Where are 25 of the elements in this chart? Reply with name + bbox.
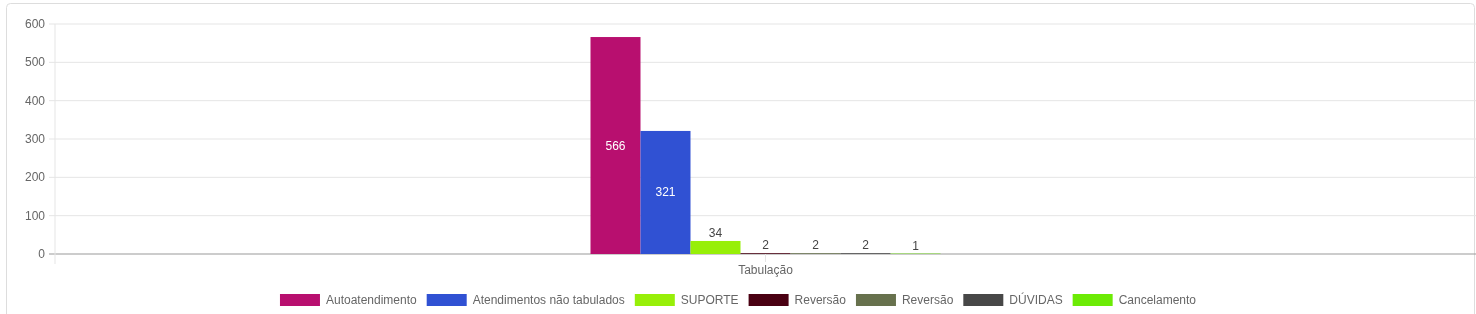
data-label: 2 [862, 238, 870, 253]
data-label: 34 [708, 225, 723, 240]
legend-label: SUPORTE [680, 293, 739, 307]
bar [640, 130, 691, 254]
data-label: 2 [762, 238, 770, 253]
y-tick-label: 500 [24, 55, 46, 70]
y-tick-label: 400 [24, 93, 46, 108]
y-tick-label: 600 [24, 17, 46, 31]
y-tick-label: 200 [24, 170, 46, 185]
data-label: 321 [655, 185, 676, 200]
data-label: 1 [912, 238, 920, 253]
legend-label: Reversão [794, 293, 847, 307]
legend-label: Reversão [901, 293, 954, 307]
bar [590, 37, 641, 254]
y-tick-label: 0 [38, 247, 46, 261]
legend-label: Cancelamento [1118, 293, 1197, 307]
data-label: 566 [605, 138, 626, 153]
y-tick-label: 100 [24, 208, 46, 223]
x-axis-title: Tabulação [738, 263, 794, 277]
legend-label: DÚVIDAS [1009, 292, 1063, 307]
data-label: 2 [812, 238, 820, 253]
bar [690, 240, 741, 254]
legend-label: Atendimentos não tabulados [472, 293, 625, 307]
y-tick-label: 300 [24, 132, 46, 146]
legend-label: Autoatendimento [325, 293, 418, 307]
